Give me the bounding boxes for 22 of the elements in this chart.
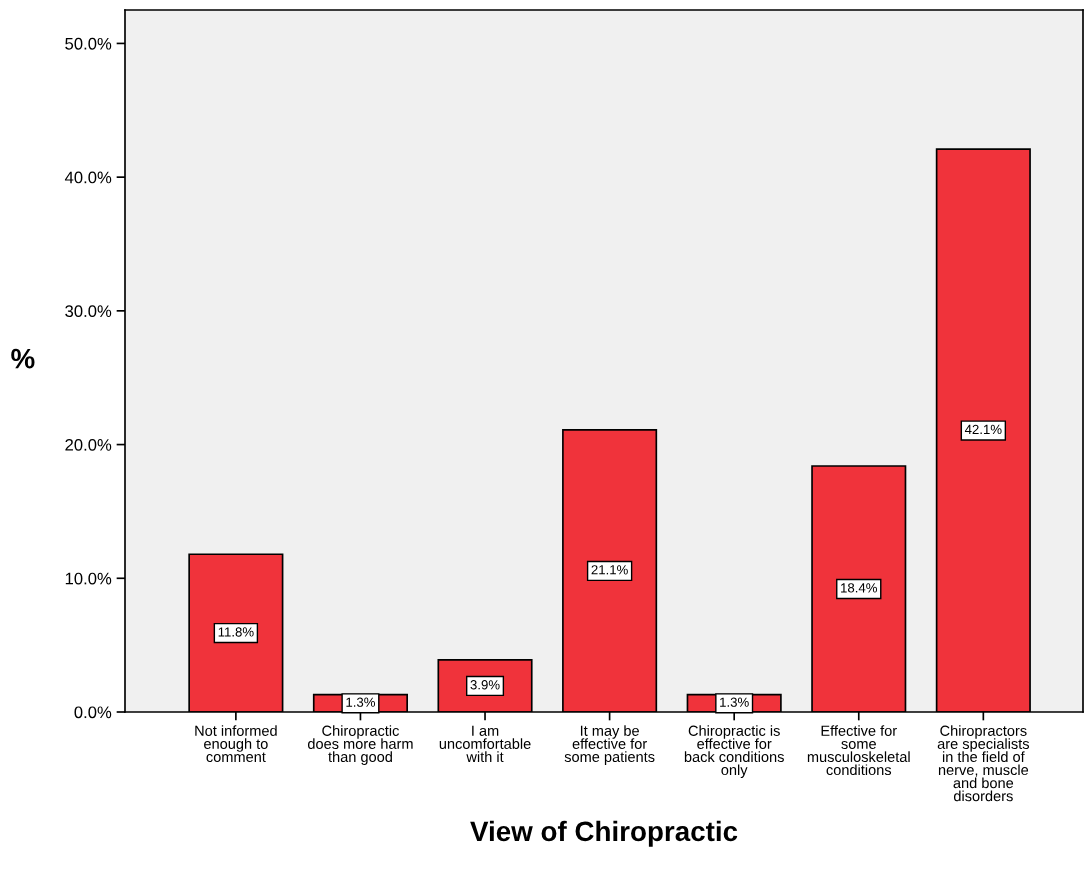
y-tick-label: 50.0% xyxy=(65,37,112,50)
x-tick-label: Chiropractic is effective for back conditions only xyxy=(684,725,784,778)
x-tick-label: Chiropractors are specialists in the field of nerve, muscle and bone disorders xyxy=(937,725,1030,802)
x-tick-label: It may be effective for some patients xyxy=(564,725,655,765)
y-tick-label: 40.0% xyxy=(64,171,112,184)
data-label: 11.8% xyxy=(218,627,254,637)
data-label: 42.1% xyxy=(964,424,1002,435)
y-tick-label: 30.0% xyxy=(65,305,112,318)
data-label: 18.4% xyxy=(841,583,877,593)
data-label: 1.3% xyxy=(346,697,376,707)
x-tick-label: Not informed enough to comment xyxy=(195,725,277,763)
x-tick-label: Chiropractic does more harm than good xyxy=(307,725,413,765)
data-label: 1.3% xyxy=(720,697,749,707)
x-tick-label: I am uncomfortable with it xyxy=(439,725,531,763)
x-tick-label: Effective for some musculoskeletal conditions xyxy=(807,725,910,776)
y-tick-label: 20.0% xyxy=(65,438,112,451)
data-label: 3.9% xyxy=(470,680,500,690)
y-tick-label: 10.0% xyxy=(65,572,112,585)
y-axis-title: % xyxy=(11,348,35,369)
x-axis-title: View of Chiropractic xyxy=(470,820,738,847)
data-label: 21.1% xyxy=(591,565,628,575)
y-tick-label: 0.0% xyxy=(74,706,112,719)
